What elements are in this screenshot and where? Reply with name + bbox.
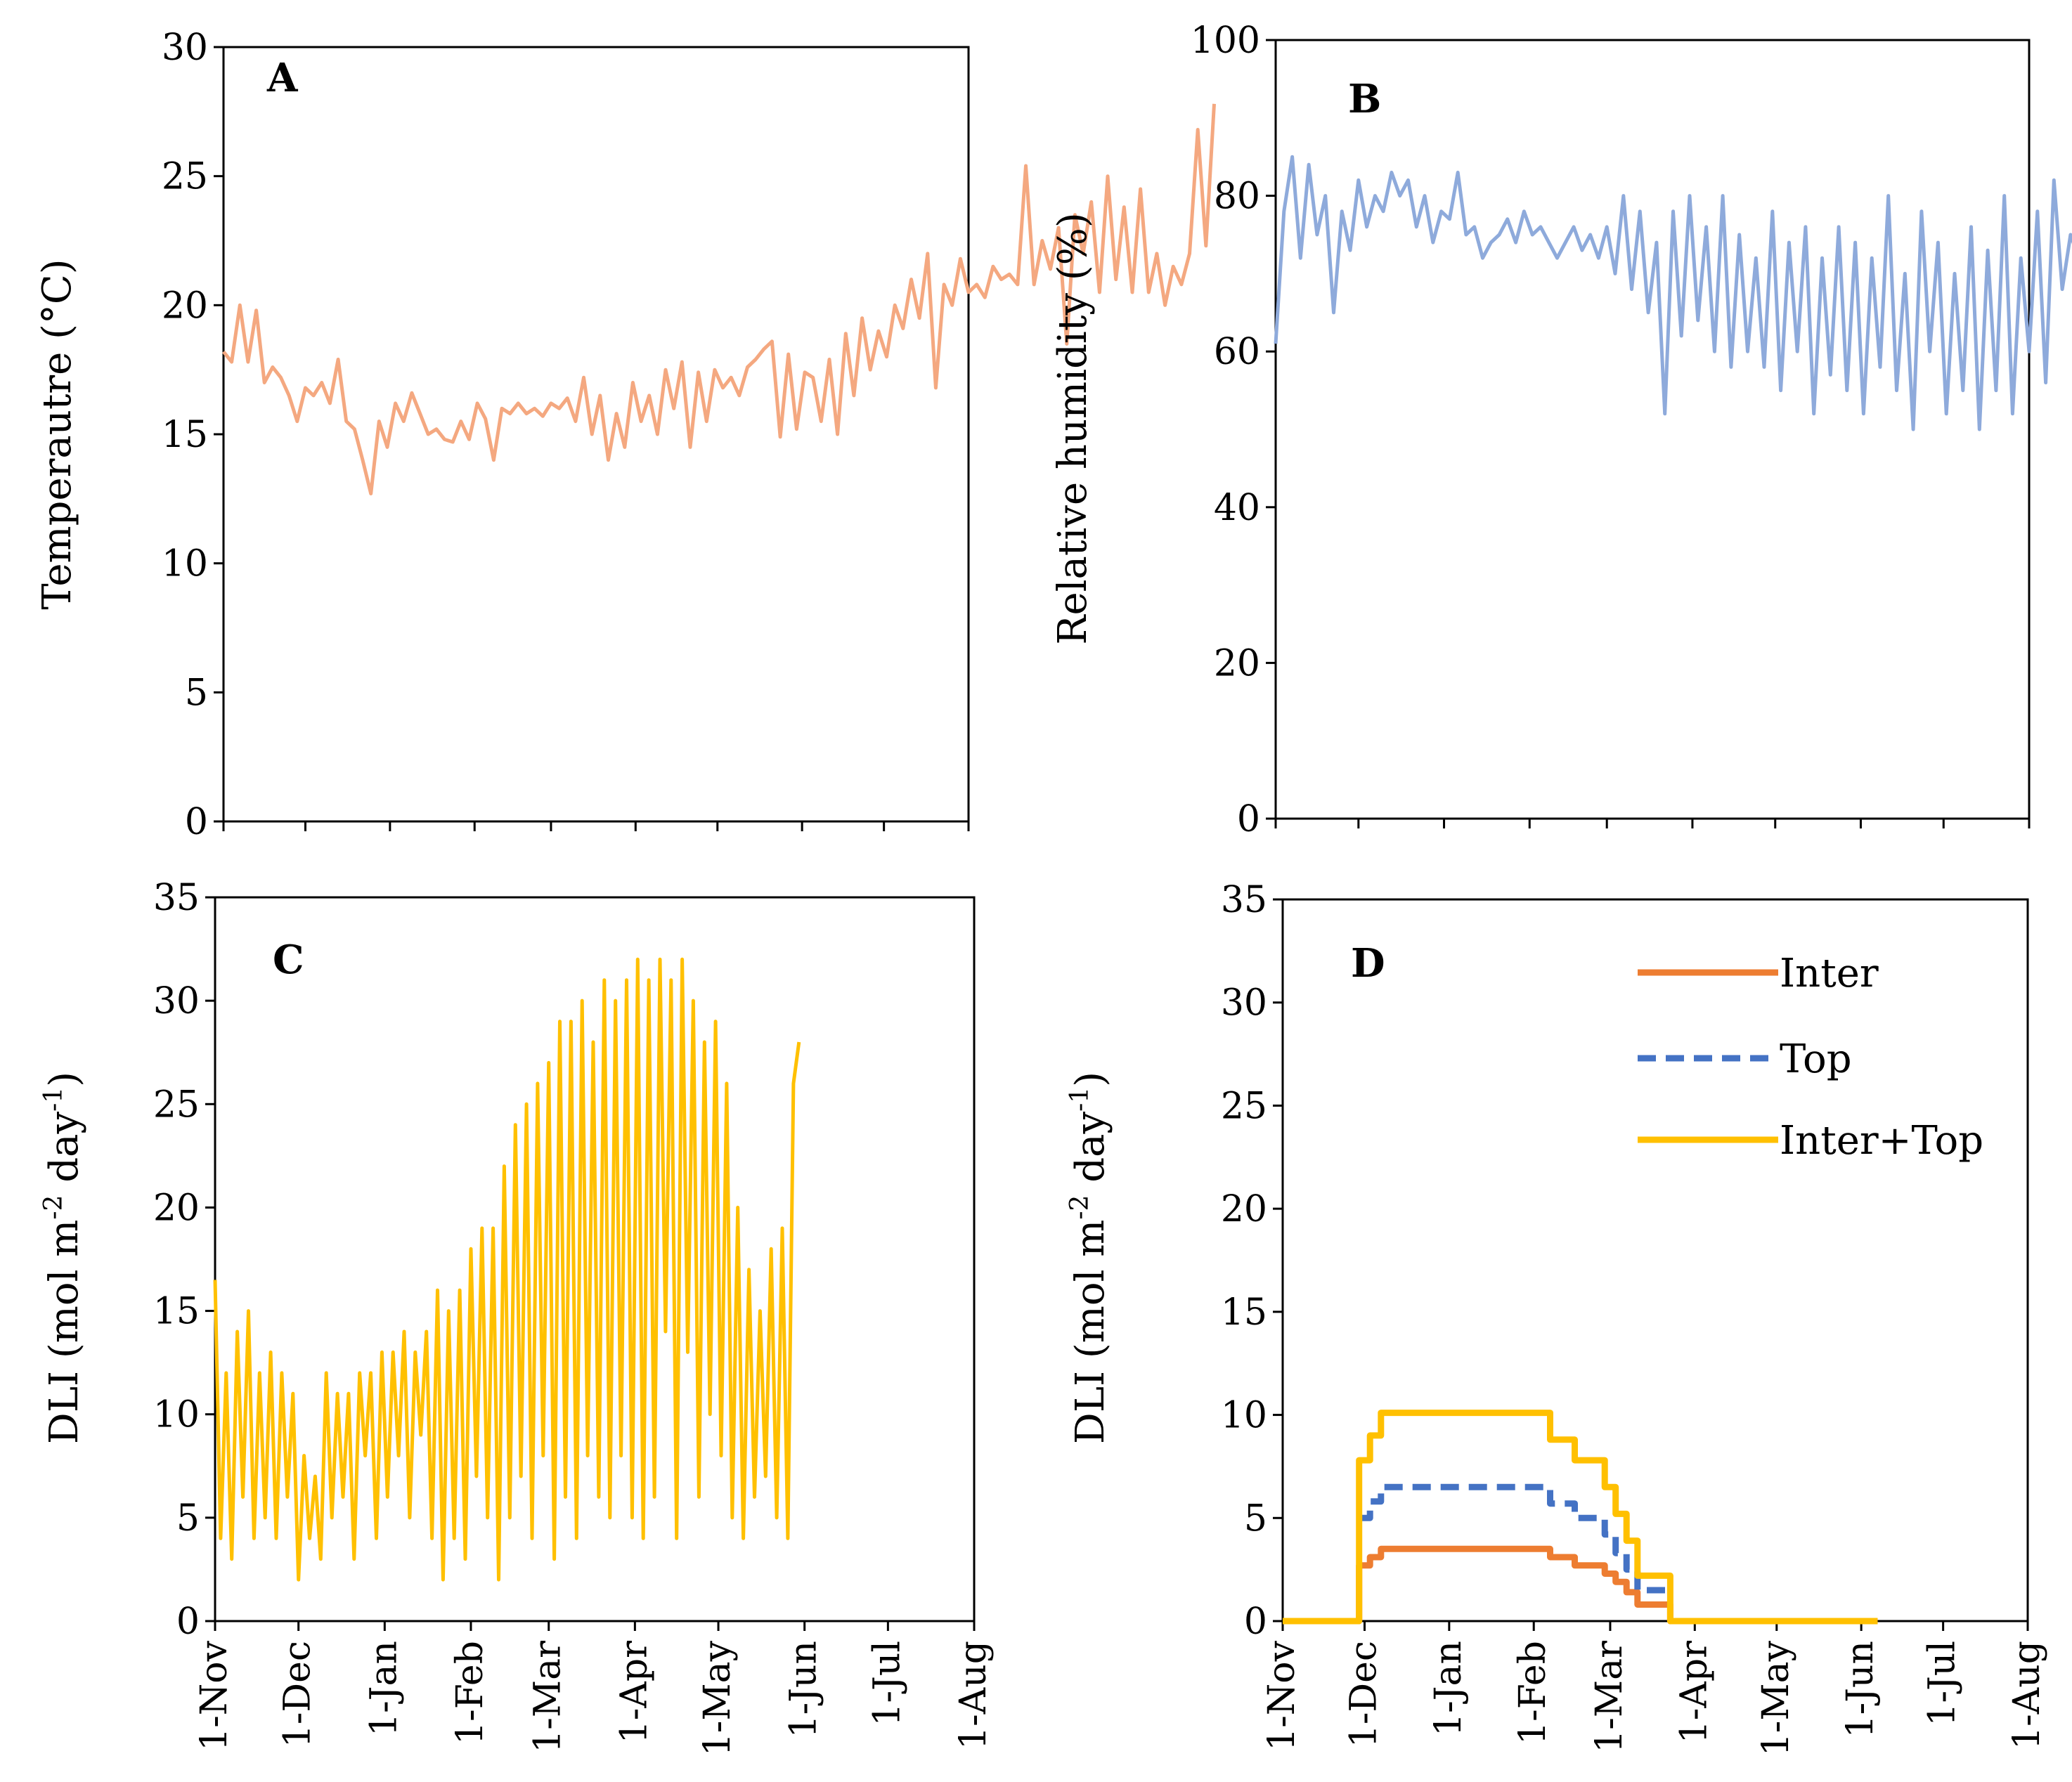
panel-d: 0 5 10 15 20 25 30 35 1-Nov 1-Dec 1-Jan 1-Feb 1-Mar… — [1066, 879, 2048, 1756]
panel-a-y-tick-label: 15 — [162, 414, 208, 456]
legend-label-top: Top — [1780, 1036, 1852, 1082]
panel-a-y-tick-label: 0 — [185, 801, 208, 843]
panel-d-y-tick-label: 5 — [1244, 1497, 1267, 1540]
dli-label-close: ) — [1068, 1072, 1113, 1087]
panel-c-x-tick-label: 1-Apr — [613, 1641, 655, 1743]
panel-d-y-axis-title: DLI (mol m-2 day-1) — [1066, 1072, 1113, 1444]
panel-b-y-ticks: 0 20 40 60 80 100 — [1191, 20, 1276, 840]
panel-c-x-tick-label: 1-Dec — [277, 1641, 319, 1748]
panel-c-x-tick-label: 1-Jan — [363, 1641, 405, 1736]
panel-c-x-tick-label: 1-Feb — [449, 1641, 491, 1745]
legend: Inter Top Inter+Top — [1638, 951, 1983, 1164]
panel-a-series-temperature — [222, 103, 1216, 495]
panel-a-series — [222, 103, 1216, 495]
panel-d-x-tick-label: 1-Jan — [1427, 1641, 1470, 1736]
panel-c-y-ticks: 0 5 10 15 20 25 30 35 — [153, 877, 215, 1643]
dli-label-day: day — [41, 1111, 87, 1195]
panel-b-letter: B — [1348, 76, 1381, 122]
panel-b-y-tick-label: 60 — [1214, 331, 1260, 373]
panel-d-series — [1283, 1410, 1878, 1625]
panel-a-y-axis-title: Temperautre (°C) — [34, 259, 80, 609]
panel-c-y-tick-label: 5 — [176, 1497, 200, 1540]
legend-label-inter-top: Inter+Top — [1780, 1118, 1983, 1164]
panel-c-y-tick-label: 25 — [153, 1084, 200, 1126]
panel-c-y-tick-label: 15 — [153, 1291, 200, 1333]
panel-d-letter: D — [1351, 940, 1385, 987]
panel-d-x-tick-label: 1-Jul — [1922, 1641, 1964, 1726]
panel-b-y-tick-label: 80 — [1214, 176, 1260, 218]
panel-b-plot-area — [1274, 39, 2031, 820]
panel-c-x-tick-label: 1-Aug — [952, 1641, 995, 1750]
panel-d-x-tick-label: 1-Dec — [1342, 1641, 1385, 1748]
panel-c-plot-area — [214, 896, 976, 1622]
dli-label-sup1: -2 — [1066, 1195, 1094, 1220]
panel-b-series — [1274, 155, 2072, 431]
panel-d-x-tick-label: 1-Nov — [1261, 1640, 1303, 1750]
panel-b: 0 20 40 60 80 100 B Relative humidity (%) — [1050, 20, 2072, 840]
panel-d-y-tick-label: 30 — [1221, 982, 1267, 1025]
panel-d-x-tick-label: 1-May — [1755, 1640, 1797, 1756]
panel-d-y-tick-label: 15 — [1221, 1292, 1267, 1334]
panel-b-x-ticks — [1274, 819, 2031, 828]
panel-b-y-axis-title: Relative humidity (%) — [1050, 212, 1096, 644]
panel-d-y-tick-label: 35 — [1221, 879, 1267, 921]
panel-c-y-tick-label: 30 — [153, 980, 200, 1022]
panel-c: 0 5 10 15 20 25 30 35 1-Nov 1-Dec 1-Jan 1-Feb 1-Mar… — [39, 877, 995, 1756]
panel-a-y-tick-label: 25 — [162, 156, 208, 198]
dli-label-day: day — [1068, 1111, 1113, 1195]
panel-a-y-tick-label: 10 — [162, 543, 208, 585]
panel-d-series-top — [1359, 1483, 1671, 1594]
dli-label-sup1: -2 — [39, 1195, 68, 1220]
panel-d-series-inter — [1283, 1545, 1878, 1625]
panel-a-plot-area — [222, 46, 970, 823]
panel-c-x-tick-label: 1-Jul — [866, 1641, 908, 1726]
panel-c-x-tick-label: 1-Nov — [193, 1640, 235, 1750]
panel-d-x-tick-label: 1-Mar — [1588, 1641, 1631, 1753]
panel-a-y-tick-label: 20 — [162, 285, 208, 327]
dli-label-close: ) — [41, 1072, 87, 1087]
panel-d-x-tick-label: 1-Aug — [2006, 1641, 2048, 1750]
dli-label-main: DLI (mol m — [41, 1220, 87, 1444]
panel-c-x-tick-label: 1-May — [697, 1640, 739, 1756]
panel-d-y-tick-label: 20 — [1221, 1188, 1267, 1230]
dli-label-main: DLI (mol m — [1068, 1220, 1113, 1444]
panel-c-y-tick-label: 20 — [153, 1187, 200, 1229]
panel-c-series-dli — [213, 957, 801, 1582]
panel-d-x-tick-label: 1-Jun — [1839, 1641, 1882, 1738]
dli-label-sup2: -1 — [1066, 1087, 1094, 1112]
panel-d-y-ticks: 0 5 10 15 20 25 30 35 — [1221, 879, 1283, 1643]
panel-d-x-ticks: 1-Nov 1-Dec 1-Jan 1-Feb 1-Mar 1-Apr 1-May 1-Jun… — [1261, 1621, 2048, 1756]
panel-a-y-tick-label: 30 — [162, 27, 208, 69]
panel-b-series-relative-humidity — [1274, 155, 2072, 431]
panel-d-plot-area — [1281, 898, 2029, 1622]
panel-d-x-tick-label: 1-Apr — [1673, 1641, 1715, 1743]
panel-a: 0 5 10 15 20 25 30 A Temperautre (°C) — [34, 27, 1216, 843]
dli-label-sup2: -1 — [39, 1087, 68, 1112]
panel-d-y-tick-label: 25 — [1221, 1085, 1267, 1127]
panel-c-y-axis-title: DLI (mol m-2 day-1) — [39, 1072, 87, 1444]
panel-c-y-tick-label: 35 — [153, 877, 200, 919]
panel-b-y-tick-label: 20 — [1214, 642, 1260, 684]
panel-b-y-tick-label: 40 — [1214, 487, 1260, 529]
panel-b-y-tick-label: 0 — [1237, 798, 1260, 840]
panel-c-letter: C — [273, 937, 304, 983]
panel-a-y-tick-label: 5 — [185, 672, 208, 714]
panel-c-y-tick-label: 10 — [153, 1394, 200, 1436]
panel-b-y-tick-label: 100 — [1191, 20, 1260, 62]
panel-c-series — [213, 957, 801, 1582]
panel-c-x-ticks: 1-Nov 1-Dec 1-Jan 1-Feb 1-Mar 1-Apr 1-May 1-Jun… — [193, 1621, 995, 1756]
panel-c-x-tick-label: 1-Mar — [527, 1641, 569, 1753]
panel-a-y-ticks: 0 5 10 15 20 25 30 — [162, 27, 224, 843]
panel-d-y-tick-label: 0 — [1244, 1601, 1267, 1643]
panel-d-series-inter-top — [1283, 1410, 1878, 1625]
panel-d-y-tick-label: 10 — [1221, 1395, 1267, 1437]
legend-label-inter: Inter — [1780, 951, 1879, 996]
panel-d-x-tick-label: 1-Feb — [1512, 1641, 1554, 1745]
panel-c-x-tick-label: 1-Jun — [783, 1641, 825, 1738]
panel-c-y-tick-label: 0 — [176, 1601, 200, 1643]
panel-a-letter: A — [266, 55, 299, 101]
panel-a-x-ticks — [222, 821, 970, 831]
